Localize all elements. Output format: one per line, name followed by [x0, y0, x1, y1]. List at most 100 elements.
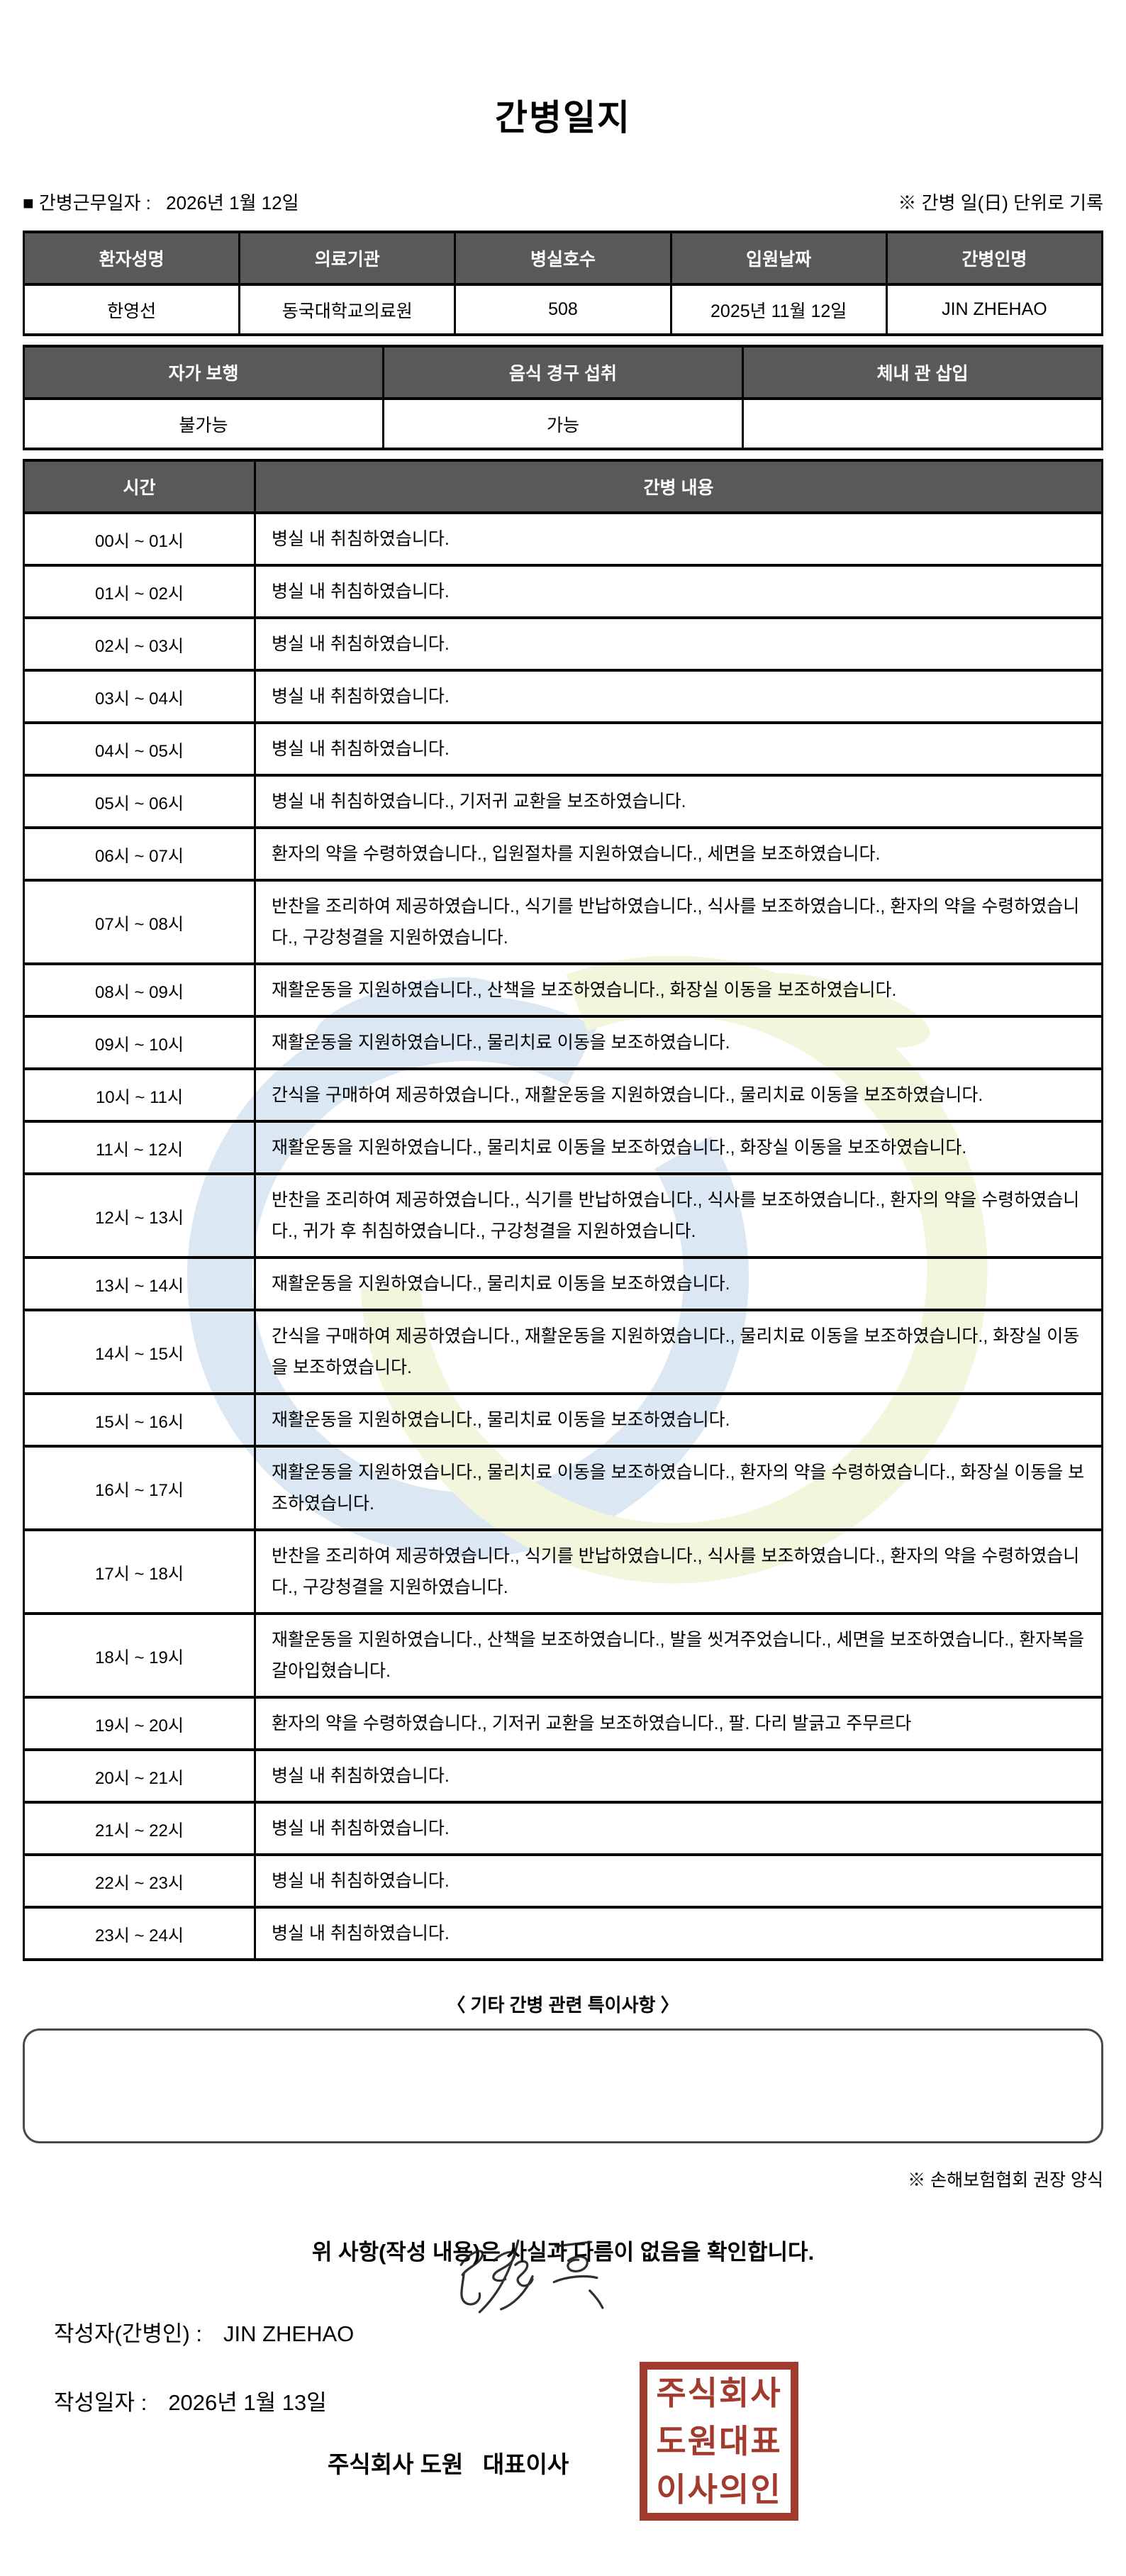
log-row: 07시 ~ 08시 반찬을 조리하여 제공하였습니다., 식기를 반납하였습니다.… [23, 879, 1103, 965]
log-row: 19시 ~ 20시 환자의 약을 수령하였습니다., 기저귀 교환을 보조하였습니… [23, 1696, 1103, 1751]
log-row: 22시 ~ 23시 병실 내 취침하였습니다. [23, 1853, 1103, 1909]
self-walking-header: 자가 보행 [23, 345, 384, 400]
status-table: 자가 보행 음식 경구 섭취 체내 관 삽입 불가능 가능 [23, 345, 1103, 450]
special-notes-heading: 〈 기타 간병 관련 특이사항 〉 [447, 1994, 679, 2016]
oral-intake-value: 가능 [382, 397, 744, 450]
log-row: 00시 ~ 01시 병실 내 취침하였습니다. [23, 511, 1103, 567]
caregiver-signature [459, 2239, 604, 2314]
log-content: 재활운동을 지원하였습니다., 산책을 보조하였습니다., 발을 씻겨주었습니다… [254, 1612, 1103, 1699]
status-header-row: 자가 보행 음식 경구 섭취 체내 관 삽입 [23, 345, 1103, 400]
log-row: 23시 ~ 24시 병실 내 취침하였습니다. [23, 1906, 1103, 1961]
log-row: 20시 ~ 21시 병실 내 취침하였습니다. [23, 1748, 1103, 1804]
log-time: 04시 ~ 05시 [23, 721, 256, 777]
log-content: 재활운동을 지원하였습니다., 산책을 보조하였습니다., 화장실 이동을 보조… [254, 962, 1103, 1018]
log-row: 14시 ~ 15시 간식을 구매하여 제공하였습니다., 재활운동을 지원하였습니… [23, 1309, 1103, 1395]
log-row: 01시 ~ 02시 병실 내 취침하였습니다. [23, 564, 1103, 619]
log-row: 11시 ~ 12시 재활운동을 지원하였습니다., 물리치료 이동을 보조하였습니… [23, 1120, 1103, 1175]
log-row: 18시 ~ 19시 재활운동을 지원하였습니다., 산책을 보조하였습니다., 발… [23, 1612, 1103, 1699]
written-date-label: 작성일자 : [54, 2390, 147, 2415]
log-time: 01시 ~ 02시 [23, 564, 256, 619]
admission-date-value: 2025년 11월 12일 [669, 283, 888, 336]
log-content: 재활운동을 지원하였습니다., 물리치료 이동을 보조하였습니다., 환자의 약… [254, 1445, 1103, 1531]
log-time: 16시 ~ 17시 [23, 1445, 256, 1531]
log-header-row: 시간 간병 내용 [23, 459, 1103, 514]
confirmation-statement: 위 사항(작성 내용)은 사실과 다름이 없음을 확인합니다. [311, 2240, 815, 2265]
log-row: 02시 ~ 03시 병실 내 취침하였습니다. [23, 616, 1103, 672]
log-time: 10시 ~ 11시 [23, 1067, 256, 1123]
oral-intake-header: 음식 경구 섭취 [382, 345, 744, 400]
page-title: 간병일지 [495, 98, 631, 138]
form-recommendation-note: ※ 손해보험협회 권장 양식 [908, 2170, 1103, 2190]
log-row: 04시 ~ 05시 병실 내 취침하였습니다. [23, 721, 1103, 777]
special-notes-box [23, 2028, 1103, 2143]
log-time: 00시 ~ 01시 [23, 511, 256, 567]
patient-name-value: 한영선 [22, 283, 241, 336]
self-walking-value: 불가능 [23, 397, 384, 450]
medical-institution-value: 동국대학교의료원 [238, 283, 457, 336]
log-row: 08시 ~ 09시 재활운동을 지원하였습니다., 산책을 보조하였습니다., 화… [23, 962, 1103, 1018]
log-time: 08시 ~ 09시 [23, 962, 256, 1018]
stamp-line-3: 이사의인 [656, 2471, 782, 2508]
patient-info-table: 환자성명 의료기관 병실호수 입원날짜 간병인명 한영선 동국대학교의료원 50… [22, 231, 1104, 336]
log-time: 18시 ~ 19시 [23, 1612, 256, 1699]
room-number-header: 병실호수 [454, 231, 672, 286]
status-value-row: 불가능 가능 [23, 397, 1103, 450]
tube-insertion-header: 체내 관 삽입 [742, 345, 1103, 400]
log-content: 반찬을 조리하여 제공하였습니다., 식기를 반납하였습니다., 식사를 보조하… [254, 879, 1103, 965]
log-row: 21시 ~ 22시 병실 내 취침하였습니다. [23, 1801, 1103, 1856]
log-time: 06시 ~ 07시 [23, 826, 256, 882]
log-time: 20시 ~ 21시 [23, 1748, 256, 1804]
log-content: 병실 내 취침하였습니다. [254, 564, 1103, 619]
caregiver-name-value: JIN ZHEHAO [885, 283, 1104, 336]
patient-name-header: 환자성명 [22, 231, 241, 286]
room-number-value: 508 [454, 283, 672, 336]
log-content: 환자의 약을 수령하였습니다., 기저귀 교환을 보조하였습니다., 팔. 다리… [254, 1696, 1103, 1751]
log-time: 23시 ~ 24시 [23, 1906, 256, 1961]
log-content: 병실 내 취침하였습니다. [254, 721, 1103, 777]
tube-insertion-value [742, 397, 1103, 450]
log-row: 13시 ~ 14시 재활운동을 지원하였습니다., 물리치료 이동을 보조하였습니… [23, 1256, 1103, 1311]
log-content: 병실 내 취침하였습니다., 기저귀 교환을 보조하였습니다. [254, 774, 1103, 829]
log-row: 12시 ~ 13시 반찬을 조리하여 제공하였습니다., 식기를 반납하였습니다.… [23, 1172, 1103, 1259]
log-time: 17시 ~ 18시 [23, 1528, 256, 1615]
log-row: 09시 ~ 10시 재활운동을 지원하였습니다., 물리치료 이동을 보조하였습니… [23, 1015, 1103, 1070]
log-content: 병실 내 취침하였습니다. [254, 511, 1103, 567]
log-row: 10시 ~ 11시 간식을 구매하여 제공하였습니다., 재활운동을 지원하였습니… [23, 1067, 1103, 1123]
log-content: 병실 내 취침하였습니다. [254, 1801, 1103, 1856]
log-content: 반찬을 조리하여 제공하였습니다., 식기를 반납하였습니다., 식사를 보조하… [254, 1528, 1103, 1615]
log-content: 재활운동을 지원하였습니다., 물리치료 이동을 보조하였습니다., 화장실 이… [254, 1120, 1103, 1175]
corporate-seal-stamp: 주식회사 도원대표 이사의인 [640, 2362, 798, 2521]
log-time: 05시 ~ 06시 [23, 774, 256, 829]
medical-institution-header: 의료기관 [238, 231, 457, 286]
log-time: 15시 ~ 16시 [23, 1392, 256, 1448]
log-content: 간식을 구매하여 제공하였습니다., 재활운동을 지원하였습니다., 물리치료 … [254, 1067, 1103, 1123]
meta-row: ■ 간병근무일자 : 2026년 1월 12일 ※ 간병 일(日) 단위로 기록 [23, 189, 1103, 215]
company-ceo-line: 주식회사 도원 대표이사 [328, 2451, 569, 2477]
time-header: 시간 [23, 459, 256, 514]
stamp-line-2: 도원대표 [656, 2423, 782, 2460]
log-row: 06시 ~ 07시 환자의 약을 수령하였습니다., 입원절차를 지원하였습니다.… [23, 826, 1103, 882]
unit-note: ※ 간병 일(日) 단위로 기록 [898, 192, 1103, 213]
log-time: 19시 ~ 20시 [23, 1696, 256, 1751]
log-row: 05시 ~ 06시 병실 내 취침하였습니다., 기저귀 교환을 보조하였습니다. [23, 774, 1103, 829]
log-content: 재활운동을 지원하였습니다., 물리치료 이동을 보조하였습니다. [254, 1256, 1103, 1311]
stamp-line-1: 주식회사 [656, 2375, 782, 2411]
log-content: 간식을 구매하여 제공하였습니다., 재활운동을 지원하였습니다., 물리치료 … [254, 1309, 1103, 1395]
care-log-table: 시간 간병 내용 00시 ~ 01시 병실 내 취침하였습니다. 01시 ~ 02… [23, 459, 1103, 1961]
log-content: 병실 내 취침하였습니다. [254, 616, 1103, 672]
caregiver-name-header: 간병인명 [885, 231, 1104, 286]
care-content-header: 간병 내용 [254, 459, 1103, 514]
log-content: 반찬을 조리하여 제공하였습니다., 식기를 반납하였습니다., 식사를 보조하… [254, 1172, 1103, 1259]
log-time: 07시 ~ 08시 [23, 879, 256, 965]
log-row: 17시 ~ 18시 반찬을 조리하여 제공하였습니다., 식기를 반납하였습니다.… [23, 1528, 1103, 1615]
log-time: 03시 ~ 04시 [23, 669, 256, 724]
author-label: 작성자(간병인) : [54, 2321, 202, 2346]
log-content: 환자의 약을 수령하였습니다., 입원절차를 지원하였습니다., 세면을 보조하… [254, 826, 1103, 882]
log-time: 02시 ~ 03시 [23, 616, 256, 672]
log-time: 22시 ~ 23시 [23, 1853, 256, 1909]
log-content: 병실 내 취침하였습니다. [254, 1853, 1103, 1909]
log-time: 11시 ~ 12시 [23, 1120, 256, 1175]
author-row: 작성자(간병인) : JIN ZHEHAO [23, 2316, 1103, 2348]
work-date-label: ■ 간병근무일자 : [23, 192, 151, 213]
log-row: 15시 ~ 16시 재활운동을 지원하였습니다., 물리치료 이동을 보조하였습니… [23, 1392, 1103, 1448]
